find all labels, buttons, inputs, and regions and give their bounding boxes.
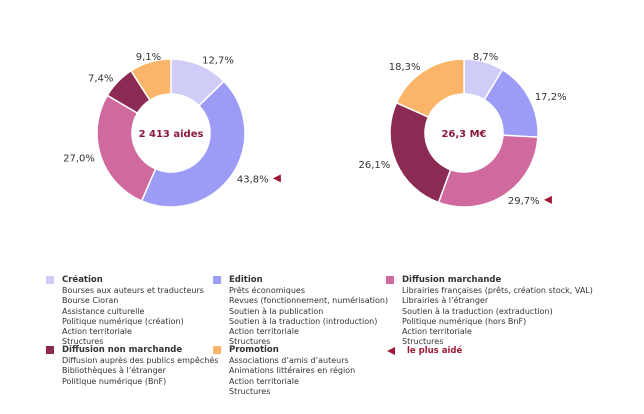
- legend-most-aided: le plus aidé: [387, 346, 462, 356]
- slice-label: 12,7%: [202, 55, 234, 66]
- slice-promotion: [395, 58, 465, 119]
- legend-most-aided-label: le plus aidé: [407, 346, 463, 356]
- legend-item: Politique numérique (hors BnF): [402, 316, 527, 326]
- legend-group-creation: Création Bourses aux auteurs et traducte…: [46, 275, 204, 347]
- legend-title-creation: Création: [62, 275, 103, 285]
- legend-item: Action territoriale: [402, 327, 472, 337]
- most-aided-marker: [272, 174, 281, 183]
- slice-promotion: [129, 58, 172, 102]
- legend-group-promotion: Promotion Associations d’amis d’auteurs …: [213, 345, 355, 397]
- legend-item: Action territoriale: [229, 327, 299, 337]
- legend-group-diffusion-non-marchande: Diffusion non marchande Diffusion auprès…: [46, 345, 218, 387]
- legend-item: Structures: [229, 337, 271, 347]
- slice-label: 26,1%: [359, 160, 391, 171]
- slice-label: 9,1%: [136, 52, 161, 63]
- triangle-marker-icon: [387, 347, 395, 355]
- legend-item: Librairies françaises (prêts, création s…: [402, 286, 593, 296]
- donut-charts: 12,7% 43,8% 27,0% 7,4% 9,1% 2 413 aides 8,7% 17…: [63, 52, 567, 208]
- slice-label: 7,4%: [88, 74, 113, 85]
- legend-title-diffusion-marchande: Diffusion marchande: [402, 275, 502, 285]
- legend-item: Prêts économiques: [229, 286, 305, 296]
- legend-item: Action territoriale: [229, 376, 299, 386]
- legend-item: Librairies à l’étranger: [402, 296, 489, 306]
- slice-label: 43,8%: [237, 174, 269, 185]
- legend-item: Bourse Cioran: [62, 296, 119, 306]
- legend-item: Assistance culturelle: [62, 306, 145, 316]
- slice-label: 18,3%: [389, 62, 421, 73]
- legend-title-promotion: Promotion: [229, 345, 279, 355]
- legend-item: Bibliothèques à l’étranger: [62, 366, 166, 376]
- legend-item: Soutien à la traduction (introduction): [229, 316, 378, 326]
- slice-label: 29,7%: [508, 196, 540, 207]
- legend-item: Structures: [229, 386, 271, 396]
- slice-edition: [140, 80, 246, 208]
- legend-item: Politique numérique (BnF): [62, 376, 167, 386]
- legend-title-edition: Edition: [229, 275, 263, 285]
- legend-item: Animations littéraires en région: [229, 366, 356, 376]
- legend-group-edition: Edition Prêts économiques Revues (foncti…: [213, 275, 388, 347]
- legend-item: Structures: [62, 337, 104, 347]
- center-label: 26,3 M€: [441, 129, 486, 140]
- slice-label: 27,0%: [63, 154, 95, 165]
- slice-diffusion-non-marchande: [389, 101, 452, 204]
- legend-title-diffusion-non-marchande: Diffusion non marchande: [62, 345, 183, 355]
- legend-swatch-edition: [213, 276, 221, 285]
- slice-diffusion-marchande: [96, 94, 157, 202]
- legend-item: Action territoriale: [62, 327, 132, 337]
- center-label: 2 413 aides: [139, 129, 204, 140]
- legend-item: Bourses aux auteurs et traducteurs: [62, 286, 204, 296]
- legend-group-diffusion-marchande: Diffusion marchande Librairies française…: [386, 275, 593, 347]
- legend-swatch-diffusion-marchande: [386, 276, 394, 285]
- legend-item: Structures: [402, 337, 444, 347]
- legend-swatch-diffusion-non-marchande: [46, 346, 54, 355]
- slice-diffusion-marchande: [437, 134, 539, 208]
- slice-label: 17,2%: [535, 92, 567, 103]
- legend-item: Diffusion auprès des publics empêchés: [62, 356, 219, 366]
- most-aided-marker: [543, 195, 552, 204]
- legend-item: Associations d’amis d’auteurs: [229, 356, 349, 366]
- slice-label: 8,7%: [473, 52, 498, 63]
- legend-item: Soutien à la traduction (extraduction): [402, 306, 553, 316]
- legend-item: Politique numérique (création): [62, 316, 184, 326]
- legend-item: Soutien à la publication: [229, 306, 324, 316]
- legend-swatch-creation: [46, 276, 54, 285]
- legend-swatch-promotion: [213, 346, 221, 355]
- legend-item: Revues (fonctionnement, numérisation): [229, 296, 389, 306]
